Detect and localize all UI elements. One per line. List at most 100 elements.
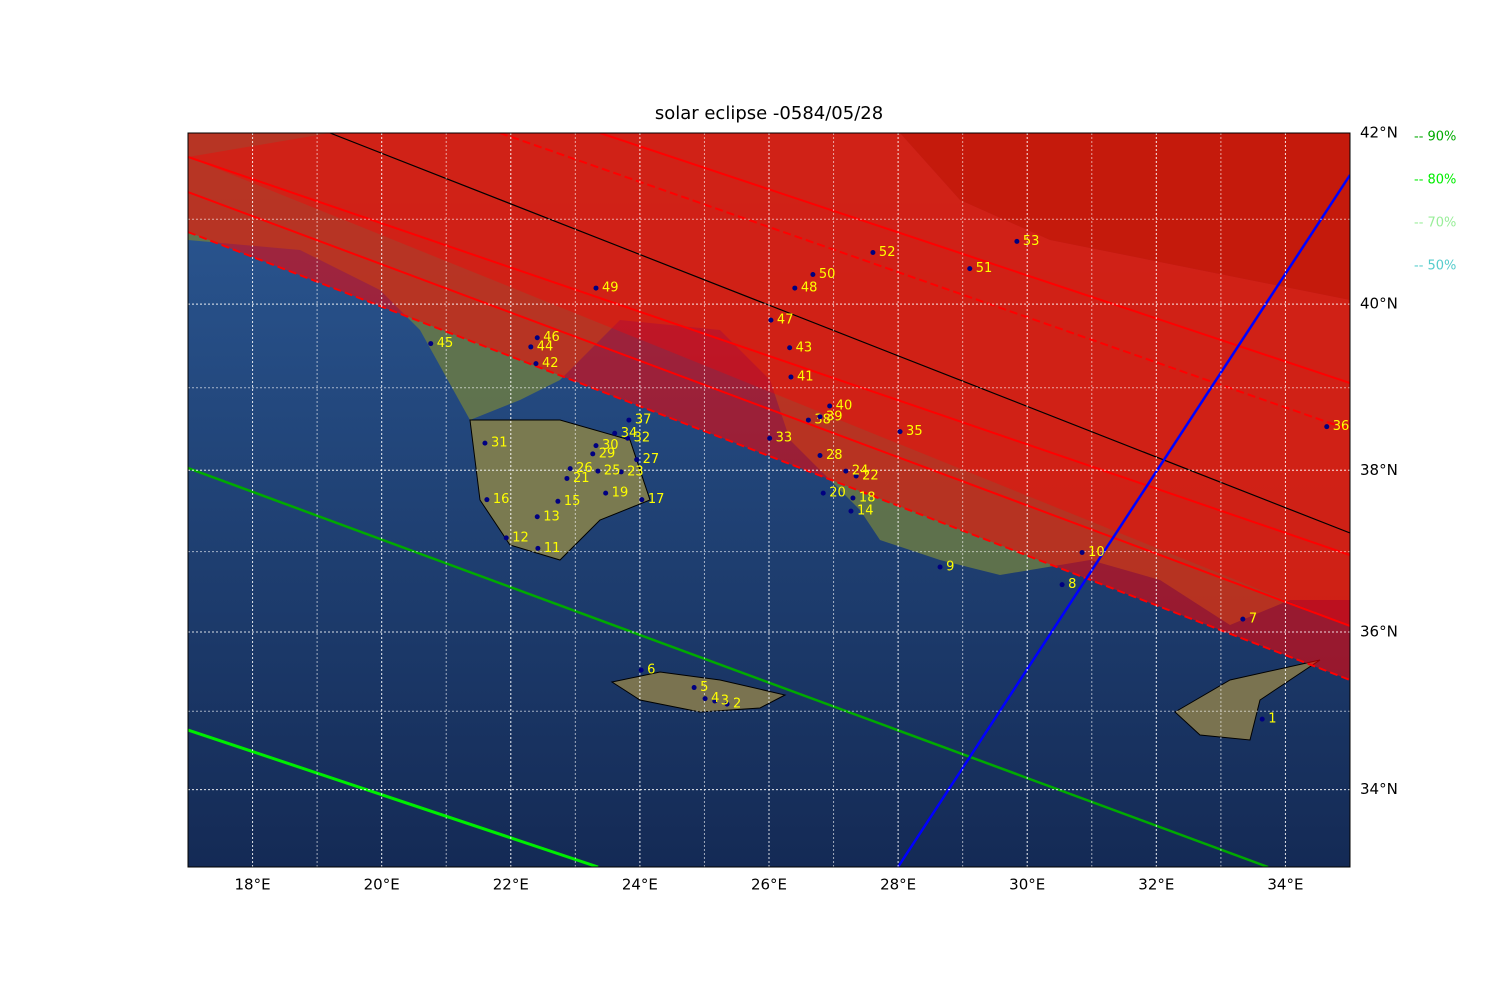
location-dot xyxy=(853,473,859,479)
location-dot xyxy=(1079,549,1085,555)
location-dot xyxy=(533,361,539,367)
location-label: 41 xyxy=(797,369,814,384)
frame xyxy=(187,132,1351,868)
location-label: 1 xyxy=(1268,712,1276,727)
central-line xyxy=(329,133,1350,534)
location-label: 32 xyxy=(634,431,651,446)
location-label: 24 xyxy=(852,464,869,479)
x-tick-label: 18°E xyxy=(235,876,271,894)
location-label: 25 xyxy=(604,464,621,479)
x-tick-label: 24°E xyxy=(622,876,658,894)
location-dot xyxy=(724,701,730,707)
location-label: 7 xyxy=(1249,612,1257,627)
location-label: 20 xyxy=(829,486,846,501)
x-tick-label: 32°E xyxy=(1138,876,1174,894)
location-dot xyxy=(848,508,854,514)
limit-line xyxy=(188,728,599,867)
location-dot xyxy=(820,490,826,496)
location-dot xyxy=(626,417,632,423)
location-label: 11 xyxy=(544,541,561,556)
location-dot xyxy=(503,535,509,541)
location-dot xyxy=(792,285,798,291)
y-tick-label: 40°N xyxy=(1360,295,1398,313)
location-dot xyxy=(870,249,876,255)
y-tick-label: 42°N xyxy=(1360,124,1398,142)
x-tick-label: 20°E xyxy=(364,876,400,894)
location-dot xyxy=(788,374,794,380)
location-label: 40 xyxy=(836,399,853,414)
location-dot xyxy=(767,435,773,441)
band-line xyxy=(499,133,1350,431)
x-tick-label: 28°E xyxy=(880,876,916,894)
location-dot xyxy=(967,266,973,272)
location-label: 48 xyxy=(801,281,818,296)
location-label: 47 xyxy=(777,313,794,328)
y-tick-label: 36°N xyxy=(1360,622,1398,640)
location-dot xyxy=(484,497,490,503)
location-label: 49 xyxy=(602,281,619,296)
location-dot xyxy=(564,475,570,481)
location-label: 26 xyxy=(576,461,593,476)
location-dot xyxy=(555,498,561,504)
location-label: 53 xyxy=(1023,234,1040,249)
location-dot xyxy=(639,497,645,503)
location-label: 52 xyxy=(879,245,896,260)
location-label: 50 xyxy=(819,267,836,282)
location-dot xyxy=(612,430,618,436)
location-dot xyxy=(768,317,774,323)
land-peloponnese xyxy=(469,419,651,561)
location-label: 6 xyxy=(647,663,655,678)
land-crete xyxy=(610,671,787,713)
location-label: 12 xyxy=(512,530,529,545)
location-dot xyxy=(593,285,599,291)
location-dot xyxy=(595,468,601,474)
location-label: 4 xyxy=(711,691,719,706)
location-label: 21 xyxy=(573,471,590,486)
location-label: 22 xyxy=(862,468,879,483)
location-dot xyxy=(1059,582,1065,588)
location-label: 34 xyxy=(621,426,638,441)
limit-line xyxy=(188,466,1269,867)
location-dot xyxy=(843,468,849,474)
location-label: 37 xyxy=(635,413,652,428)
location-label: 36 xyxy=(1333,419,1350,434)
location-dot xyxy=(1240,616,1246,622)
location-dot xyxy=(482,440,488,446)
location-label: 51 xyxy=(976,261,993,276)
location-label: 15 xyxy=(564,494,581,509)
location-label: 43 xyxy=(796,340,813,355)
location-dot xyxy=(810,272,816,278)
location-dot xyxy=(535,545,541,551)
x-tick-label: 22°E xyxy=(493,876,529,894)
location-dot xyxy=(428,341,434,347)
x-tick-label: 26°E xyxy=(751,876,787,894)
location-label: 13 xyxy=(543,509,560,524)
legend-label: -- 90% xyxy=(1414,130,1456,145)
location-dot xyxy=(702,696,708,702)
location-dot xyxy=(567,466,573,472)
grid xyxy=(188,133,1350,867)
location-dot xyxy=(712,698,718,704)
location-label: 35 xyxy=(906,424,923,439)
location-label: 9 xyxy=(946,559,954,574)
location-dot xyxy=(827,403,833,409)
x-tick-label: 34°E xyxy=(1267,876,1303,894)
location-label: 5 xyxy=(700,680,708,695)
location-label: 42 xyxy=(542,356,559,371)
location-label: 39 xyxy=(826,409,843,424)
location-dot xyxy=(593,443,599,449)
location-dot xyxy=(937,564,943,570)
location-dot xyxy=(817,452,823,458)
y-tick-label: 38°N xyxy=(1360,461,1398,479)
location-dot xyxy=(897,429,903,435)
location-label: 3 xyxy=(721,693,729,708)
location-dot xyxy=(534,514,540,520)
location-dot xyxy=(634,457,640,463)
legend-label: -- 50% xyxy=(1414,259,1456,274)
location-label: 28 xyxy=(826,448,843,463)
land-cyprus xyxy=(1174,659,1321,741)
chart-title: solar eclipse -0584/05/28 xyxy=(655,103,883,124)
